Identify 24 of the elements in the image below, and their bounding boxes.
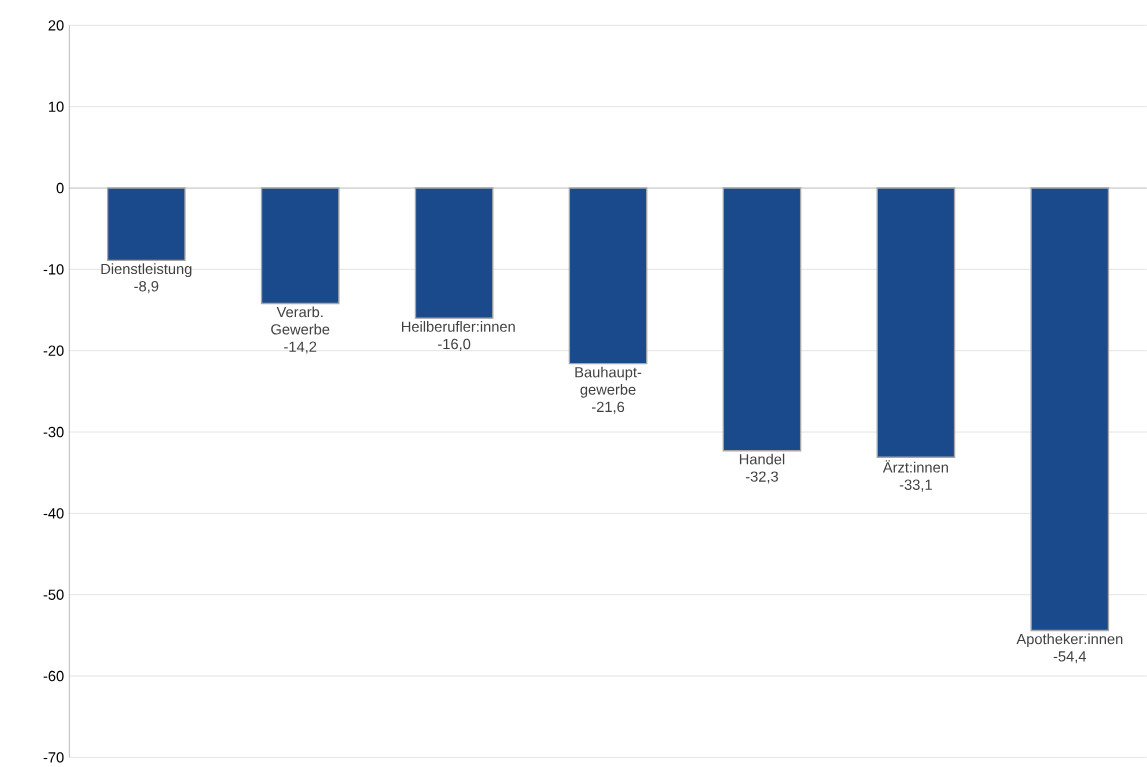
data-label: -32,3	[745, 471, 779, 484]
data-label: -16,0	[438, 338, 471, 351]
y-tick-label: -20	[43, 345, 64, 356]
x-tick-label: Apotheker:innen	[1016, 633, 1123, 647]
y-tick-label: -40	[43, 507, 64, 519]
y-tick-label: 20	[48, 19, 64, 31]
y-tick-label: -50	[43, 589, 64, 600]
y-tick-label: 0	[56, 182, 64, 193]
data-label: -14,2	[284, 341, 317, 354]
x-tick-label: Heilberufler:innen	[402, 320, 515, 332]
x-tick-label: Dienstleistung	[101, 263, 192, 277]
x-tick-label: Ärzt:innen	[882, 459, 948, 473]
data-label: -8,9	[134, 280, 159, 293]
y-tick-label: -60	[43, 670, 64, 682]
y-tick-label: -30	[43, 426, 64, 437]
x-tick-label: Handel	[739, 453, 785, 465]
y-tick-label: 10	[48, 101, 64, 112]
y-tick-label: -70	[43, 751, 64, 763]
data-label: -21,6	[591, 401, 625, 414]
y-tick-label: -10	[43, 263, 64, 275]
x-tick-label: Verarb. Gewerbe	[271, 306, 330, 335]
data-label: -33,1	[899, 479, 932, 492]
data-label: -54,4	[1053, 651, 1087, 664]
x-tick-label: Bauhaupt-gewerbe	[575, 366, 642, 398]
